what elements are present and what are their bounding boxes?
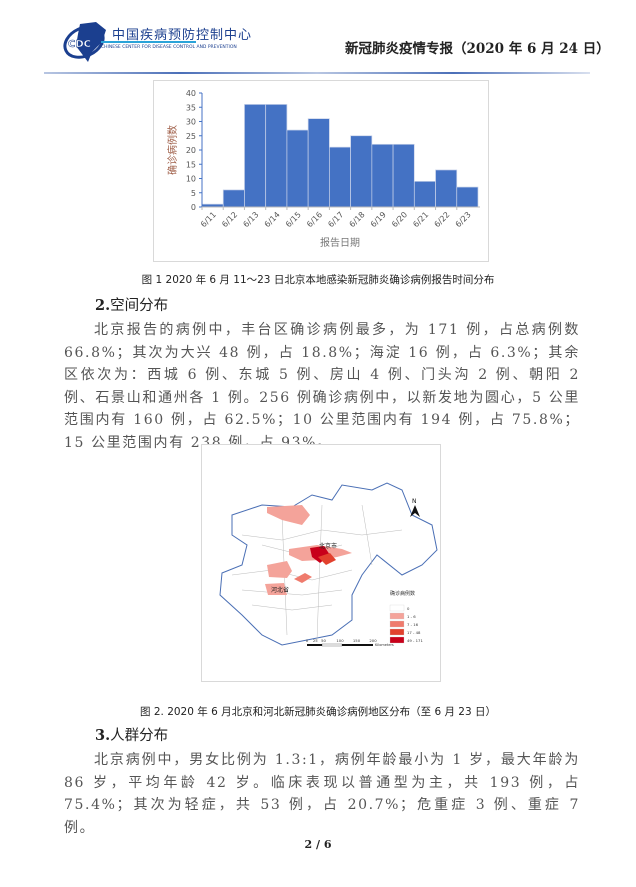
label-beijing: 北京市 xyxy=(319,542,337,550)
svg-text:CDC: CDC xyxy=(68,39,91,50)
legend-label: 1 - 6 xyxy=(407,614,416,619)
bar-6/14 xyxy=(265,104,288,208)
section-title: 人群分布 xyxy=(110,728,169,744)
x-tick-label: 6/21 xyxy=(411,210,430,229)
scale-tick-label: 100 xyxy=(336,638,344,643)
region-1-6 xyxy=(265,583,287,595)
north-arrow-icon: N xyxy=(410,498,420,517)
x-tick-label: 6/19 xyxy=(369,210,388,229)
x-tick-label: 6/14 xyxy=(263,210,282,229)
legend-swatch xyxy=(389,604,405,612)
scale-unit: Kilometers xyxy=(375,643,394,647)
legend-label: 7 - 16 xyxy=(407,622,419,627)
label-hebei: 河北省 xyxy=(271,586,289,594)
logo-chinese-name: 中国疾病预防控制中心 xyxy=(112,28,253,43)
legend-label: 17 - 48 xyxy=(407,630,421,635)
bar-6/18 xyxy=(350,135,373,208)
logo-divider xyxy=(101,41,196,43)
svg-text:N: N xyxy=(412,498,417,505)
x-tick-label: 6/16 xyxy=(305,210,324,229)
x-tick-label: 6/15 xyxy=(284,210,303,229)
region-daxing xyxy=(318,553,336,565)
x-tick-label: 6/20 xyxy=(390,210,409,229)
y-tick-label: 15 xyxy=(186,160,196,169)
section-number: 3. xyxy=(95,727,111,744)
section-title: 空间分布 xyxy=(110,298,169,314)
logo-english-name: CHINESE CENTER FOR DISEASE CONTROL AND P… xyxy=(101,45,237,50)
y-tick-label: 5 xyxy=(191,189,196,198)
y-tick-label: 40 xyxy=(186,89,196,98)
bar-6/20 xyxy=(392,143,415,208)
hebei-beijing-outline xyxy=(219,482,438,646)
bar-6/15 xyxy=(286,129,309,208)
figure-1-caption: 图 1 2020 年 6 月 11～23 日北京本地感染新冠肺炎确诊病例报告时间… xyxy=(141,274,495,286)
legend-swatch xyxy=(389,612,405,620)
y-axis-label: 确诊病例数 xyxy=(166,125,179,175)
region-1-6 xyxy=(267,505,310,525)
report-title: 新冠肺炎疫情专报（2020 年 6 月 24 日） xyxy=(345,41,610,57)
legend-title: 确诊病例数 xyxy=(390,590,415,597)
legend-swatch xyxy=(389,628,405,636)
bar-6/17 xyxy=(329,146,351,208)
chart-figure-1: 0 5 10 15 20 25 30 35 40 6/11 6/12 6/13 6/14 6/15 6/1… xyxy=(153,80,489,262)
section-number: 2. xyxy=(95,297,111,314)
x-tick-label: 6/18 xyxy=(348,210,367,229)
bar-6/16 xyxy=(307,118,330,208)
y-tick-label: 25 xyxy=(186,132,196,141)
legend-swatch xyxy=(389,636,405,644)
x-axis-label: 报告日期 xyxy=(320,236,360,249)
bar-6/21 xyxy=(413,180,436,208)
section-3-heading: 3.人群分布 xyxy=(95,724,168,745)
legend-swatch xyxy=(389,620,405,628)
legend-label: 0 xyxy=(407,606,410,611)
y-tick-label: 35 xyxy=(186,103,196,112)
y-tick-label: 30 xyxy=(186,118,196,127)
bar-6/19 xyxy=(371,143,394,208)
bar-6/23 xyxy=(456,186,479,208)
legend-label: 49 - 171 xyxy=(407,638,423,643)
scale-tick-label: 50 xyxy=(321,638,326,643)
section-2-heading: 2.空间分布 xyxy=(95,294,168,315)
x-tick-label: 6/23 xyxy=(454,210,473,229)
region-7-16 xyxy=(294,573,312,583)
x-tick-label: 6/12 xyxy=(220,210,239,229)
scale-tick-label: 0 xyxy=(306,638,309,643)
section-3-paragraph: 北京病例中，男女比例为 1.3:1，病例年龄最小为 1 岁，最大年龄为 86 岁… xyxy=(64,752,580,836)
header-rule xyxy=(44,72,590,74)
section-2-paragraph: 北京报告的病例中，丰台区确诊病例最多，为 171 例，占总病例数 66.8%；其… xyxy=(64,322,580,451)
map-legend: 0 1 - 6 7 - 16 17 - 48 49 - 171 xyxy=(389,604,423,644)
scale-tick-label: 200 xyxy=(369,638,377,643)
region-1-6 xyxy=(267,561,292,578)
bar-6/12 xyxy=(222,189,245,208)
cdc-logo: CDC xyxy=(62,14,110,64)
x-tick-label: 6/13 xyxy=(241,210,260,229)
bar-6/22 xyxy=(435,169,458,208)
scale-bar: 0 25 50 100 150 200 Kilometers xyxy=(306,638,394,647)
bar-6/13 xyxy=(244,104,267,208)
scale-tick-label: 150 xyxy=(353,638,361,643)
page-number: 2 / 6 xyxy=(304,838,332,851)
scale-tick-label: 25 xyxy=(313,638,318,643)
x-tick-label: 6/22 xyxy=(432,210,451,229)
figure-2-caption: 图 2. 2020 年 6 月北京和河北新冠肺炎确诊病例地区分布（至 6 月 2… xyxy=(140,706,496,718)
x-tick-label: 6/17 xyxy=(326,210,345,229)
y-tick-label: 20 xyxy=(186,146,196,155)
x-tick-label: 6/11 xyxy=(199,210,218,229)
map-figure-2: 北京市 河北省 N 确诊病例数 0 1 - 6 7 - 16 17 - 48 49 - … xyxy=(201,444,441,682)
y-tick-label: 0 xyxy=(191,203,196,212)
y-tick-label: 10 xyxy=(186,175,196,184)
